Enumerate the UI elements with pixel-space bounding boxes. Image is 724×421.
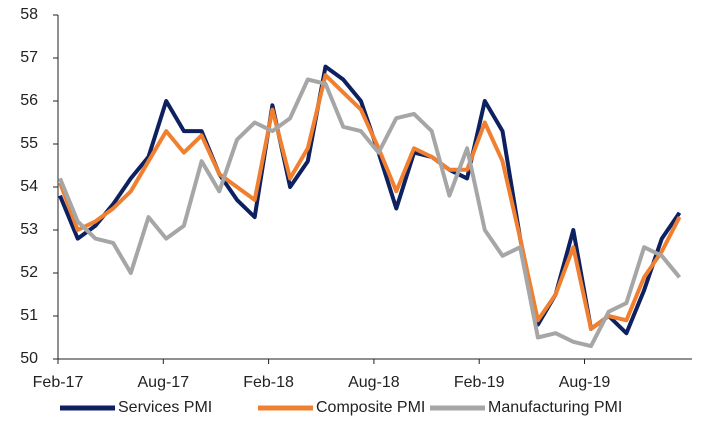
series-line: [58, 77, 682, 349]
x-tick-label: Feb-18: [243, 374, 294, 391]
y-tick-label: 57: [20, 49, 38, 66]
x-tick-label: Aug-19: [559, 374, 611, 391]
x-tick-label: Feb-17: [33, 374, 84, 391]
legend-label: Manufacturing PMI: [488, 399, 622, 416]
x-tick-label: Feb-19: [454, 374, 505, 391]
y-tick-label: 55: [20, 135, 38, 152]
x-tick-label: Aug-18: [348, 374, 400, 391]
series-line: [58, 64, 682, 336]
y-tick-label: 52: [20, 264, 38, 281]
legend-label: Composite PMI: [316, 399, 425, 416]
y-tick-label: 56: [20, 92, 38, 109]
y-tick-label: 51: [20, 307, 38, 324]
legend-label: Services PMI: [118, 399, 212, 416]
series-line: [58, 73, 682, 331]
y-tick-label: 58: [20, 6, 38, 23]
y-tick-label: 53: [20, 221, 38, 238]
x-tick-label: Aug-17: [138, 374, 190, 391]
y-tick-label: 50: [20, 350, 38, 367]
y-tick-label: 54: [20, 178, 38, 195]
